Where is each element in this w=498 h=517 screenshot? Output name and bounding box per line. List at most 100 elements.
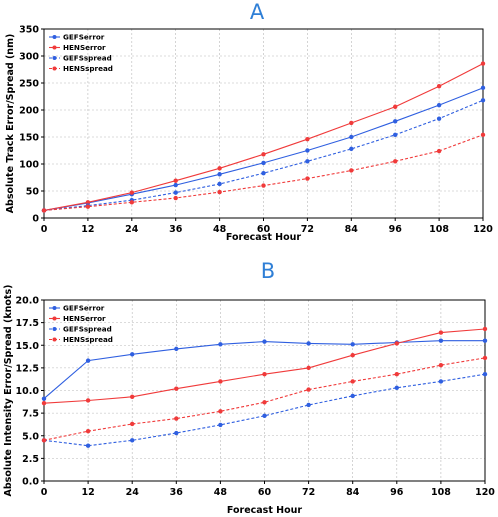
panel-b-series-HENSerror-point <box>394 341 399 346</box>
panel-a-series-GEFSspread-point <box>173 190 178 195</box>
panel-b-series-HENSspread-point <box>174 416 179 421</box>
panel-a-legend-label-HENSspread: HENSspread <box>63 64 113 73</box>
panel-b-series-GEFSspread-point <box>306 402 311 408</box>
panel-a-legend-label-HENSerror: HENSerror <box>63 43 106 52</box>
panel-a-title: A <box>250 0 265 24</box>
panel-b-chart: B 0.0 2.5 5.0 7.5 10.0 12.5 15.0 17.5 20.0 0 12 24 36… <box>3 259 495 516</box>
panel-a-series-HENSspread-point <box>305 176 310 181</box>
panel-b-series-HENSspread-point <box>394 372 399 377</box>
panel-a-series-GEFSspread-point <box>393 132 398 138</box>
panel-a-series-HENSspread-point <box>217 189 222 195</box>
panel-a-xtick-label: 108 <box>429 224 449 235</box>
panel-a-xtick-label: 24 <box>125 224 139 235</box>
panel-b-title: B <box>261 259 275 283</box>
panel-b-series-GEFSerror-point <box>306 341 311 346</box>
panel-a-series-HENSerror-point <box>480 61 486 66</box>
panel-a-series-GEFSspread-point <box>261 170 266 176</box>
panel-a-series-HENSspread-point <box>129 200 134 205</box>
panel-a-xtick-label: 36 <box>169 224 183 235</box>
panel-b-ytick-label: 17.5 <box>16 318 39 329</box>
panel-b-series-GEFSerror-point <box>482 338 488 343</box>
panel-b-series-HENSerror-point <box>262 372 267 377</box>
panel-a-xtick-label: 96 <box>389 224 403 235</box>
panel-b-series-HENSspread-point <box>218 409 223 414</box>
panel-a-ytick-label: 300 <box>19 52 39 63</box>
panel-b-xlabel: Forecast Hour <box>227 505 303 516</box>
panel-a-legend-marker-GEFSerror <box>52 35 57 39</box>
panel-a-series-GEFSspread-point <box>436 116 442 121</box>
panel-a-series-GEFSspread-point <box>217 181 222 187</box>
panel-b-series-HENSerror-point <box>41 400 47 406</box>
panel-b-series-HENSerror-point <box>85 398 91 403</box>
panel-a-ytick-label: 50 <box>26 187 40 198</box>
panel-b-series-GEFSerror-point <box>174 346 179 352</box>
panel-a-xtick-label: 120 <box>473 224 493 235</box>
panel-a-series-HENSerror-point <box>393 104 398 109</box>
panel-a-series-GEFSerror-point <box>393 119 398 124</box>
panel-a-legend-marker-HENSspread <box>52 66 57 71</box>
panel-b-series-GEFSspread-point <box>218 422 223 428</box>
panel-b-xtick-label: 0 <box>41 487 48 498</box>
panel-b-legend-label-HENSspread: HENSspread <box>63 335 113 344</box>
panel-a-series-HENSspread-point <box>173 195 178 201</box>
panel-a-ytick-label: 100 <box>19 160 39 171</box>
panel-a-ytick-label: 250 <box>19 79 39 90</box>
panel-a-series-GEFSerror-point <box>305 148 310 153</box>
panel-a-series-HENSerror-point <box>261 152 266 157</box>
panel-b-xtick-label: 96 <box>390 487 404 498</box>
panel-b-legend-marker-HENSerror <box>52 316 57 321</box>
panel-b-legend-marker-GEFSspread <box>52 327 57 331</box>
panel-a-series-GEFSspread-point <box>349 146 354 152</box>
panel-b-xtick-label: 24 <box>126 487 140 498</box>
panel-a-series-HENSspread-point <box>349 168 354 173</box>
panel-a-series-HENSspread-point <box>261 183 266 188</box>
panel-b-series-HENSspread-point <box>306 387 311 392</box>
panel-a-ytick-label: 200 <box>19 106 39 117</box>
panel-a-xtick-label: 0 <box>41 224 48 235</box>
panel-b-xtick-label: 60 <box>258 487 272 498</box>
panel-b-legend-label-GEFSerror: GEFSerror <box>63 304 105 313</box>
panel-a-series-HENSspread-point <box>85 204 91 209</box>
panel-b-series-GEFSerror-point <box>85 358 91 363</box>
panel-b-series-GEFSspread-point <box>85 443 91 448</box>
panel-b-ytick-label: 10.0 <box>16 386 40 397</box>
panel-b-xtick-label: 48 <box>214 487 228 498</box>
panel-b-series-GEFSspread-point <box>174 430 179 436</box>
panel-b-series-HENSspread-point <box>130 421 135 427</box>
panel-a-series-HENSerror-point <box>349 120 354 126</box>
panel-b-series-GEFSspread-point <box>482 372 488 377</box>
panel-b-series-HENSerror-point <box>306 365 311 371</box>
panel-b-legend-marker-GEFSerror <box>52 306 57 310</box>
panel-b-ylabel: Absolute Intensity Error/Spread (knots) <box>3 285 14 497</box>
panel-a-series-GEFSerror-point <box>261 160 266 166</box>
panel-a-series-GEFSerror-point <box>480 85 486 91</box>
panel-a-series-HENSspread-point <box>436 148 442 154</box>
panel-a-series-HENSerror-point <box>173 178 178 183</box>
panel-b-xtick-label: 12 <box>81 487 94 498</box>
panel-a-series-HENSerror-point <box>129 190 134 195</box>
panel-b-xtick-label: 36 <box>170 487 184 498</box>
panel-b-series-HENSspread-point <box>482 355 488 361</box>
panel-a-series-GEFSspread-point <box>305 159 310 164</box>
panel-b-series-HENSerror-point <box>174 386 179 391</box>
panel-b-xtick-label: 84 <box>346 487 360 498</box>
panel-a-ytick-label: 0 <box>32 214 39 225</box>
panel-b-series-GEFSerror-point <box>130 352 135 357</box>
panel-b-series-HENSerror-point <box>218 379 223 384</box>
panel-b-legend-label-GEFSspread: GEFSspread <box>63 325 112 334</box>
panel-a-xlabel: Forecast Hour <box>226 232 302 243</box>
panel-a-series-HENSerror-point <box>217 166 222 171</box>
panel-a-xtick-label: 72 <box>301 224 314 235</box>
panel-b-xtick-label: 72 <box>302 487 315 498</box>
panel-b-series-HENSspread-point <box>350 379 355 384</box>
panel-a-xtick-label: 48 <box>213 224 227 235</box>
panel-a-series-HENSspread-point <box>393 159 398 164</box>
panel-b-series-HENSspread-point <box>41 438 47 443</box>
panel-a-ylabel: Absolute Track Error/Spread (nm) <box>5 34 16 214</box>
panel-b-ytick-label: 2.5 <box>22 454 39 465</box>
panel-a-legend-label-GEFSspread: GEFSspread <box>63 54 112 63</box>
panel-a-legend-label-GEFSerror: GEFSerror <box>63 33 105 42</box>
panel-b-series-HENSspread-point <box>85 429 91 434</box>
panel-a-series-GEFSerror-point <box>217 172 222 177</box>
